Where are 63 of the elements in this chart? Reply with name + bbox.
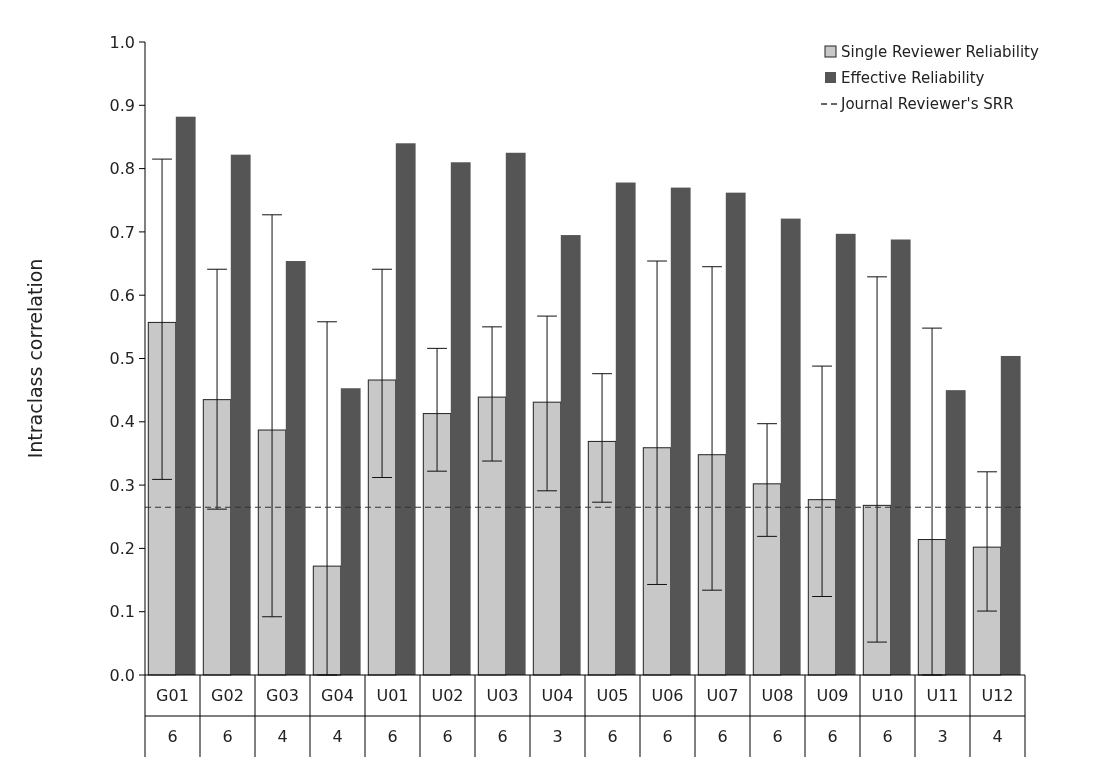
category-label: U05 6 <box>596 686 629 747</box>
y-tick-label: 0.0 <box>109 665 135 685</box>
category-label: G02 6 <box>211 686 244 747</box>
bar <box>450 162 471 675</box>
bar <box>587 440 617 676</box>
legend-label: Journal Reviewer's SRR <box>840 95 1014 114</box>
category-label: G03 4 <box>266 686 299 747</box>
bar <box>752 483 782 676</box>
bar <box>1000 355 1021 675</box>
bar <box>642 447 672 676</box>
category-label: U09 6 <box>816 686 849 747</box>
bar <box>972 546 1002 676</box>
y-tick-label: 0.3 <box>109 475 135 495</box>
y-tick-label: 0.1 <box>109 602 135 622</box>
bar <box>147 321 177 676</box>
y-tick-label: 0.5 <box>109 349 135 369</box>
bar <box>230 154 251 675</box>
bar <box>615 182 636 675</box>
category-label: U12 4 <box>981 686 1014 747</box>
category-label: U06 6 <box>651 686 684 747</box>
y-tick-label: 0.6 <box>109 285 135 305</box>
bar <box>670 187 691 675</box>
bar <box>862 504 892 676</box>
bar <box>285 261 306 675</box>
bar <box>780 218 801 675</box>
category-label: U07 6 <box>706 686 739 747</box>
bar <box>505 152 526 675</box>
bar <box>312 565 342 676</box>
bar <box>367 379 397 676</box>
bar <box>807 499 837 676</box>
bar <box>697 454 727 676</box>
bar <box>945 390 966 675</box>
category-label: U01 6 <box>376 686 409 747</box>
category-label: U02 6 <box>431 686 464 747</box>
legend-label: Single Reviewer Reliability <box>841 43 1039 62</box>
y-tick-label: 0.4 <box>109 412 135 432</box>
category-label: U03 6 <box>486 686 519 747</box>
bar <box>422 413 452 676</box>
bar <box>890 239 911 675</box>
y-tick-label: 1.0 <box>109 32 135 52</box>
bar <box>202 399 232 676</box>
category-label: G04 4 <box>321 686 354 747</box>
category-label: U04 3 <box>541 686 574 747</box>
legend-label: Effective Reliability <box>841 69 985 88</box>
category-label: U08 6 <box>761 686 794 747</box>
bar <box>257 429 287 676</box>
bar <box>835 233 856 675</box>
bar <box>560 235 581 675</box>
bar <box>725 192 746 675</box>
bar <box>340 388 361 675</box>
bar <box>532 401 562 676</box>
category-label: G01 6 <box>156 686 189 747</box>
bar <box>477 396 507 676</box>
y-tick-label: 0.2 <box>109 539 135 558</box>
bar <box>917 539 947 676</box>
bar <box>175 116 196 675</box>
y-tick-label: 0.7 <box>109 222 135 242</box>
bar <box>395 143 416 675</box>
y-tick-label: 0.9 <box>109 95 135 115</box>
category-label: U11 3 <box>926 686 959 747</box>
y-tick-label: 0.8 <box>109 159 135 179</box>
y-axis-title: Intraclass correlation <box>24 258 46 459</box>
category-label: U10 6 <box>871 686 904 747</box>
